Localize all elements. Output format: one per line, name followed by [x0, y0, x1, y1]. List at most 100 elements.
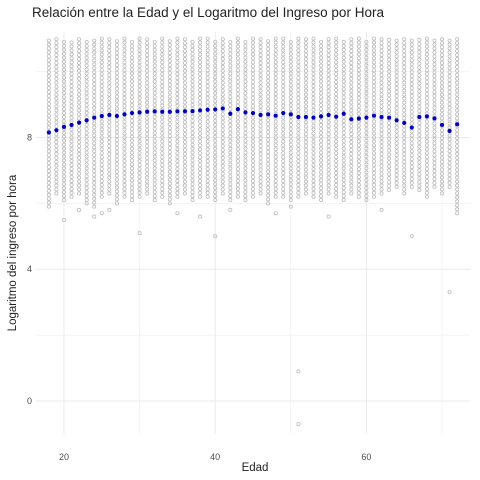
- observation-point: [228, 67, 233, 72]
- observation-point: [379, 136, 384, 141]
- observation-point: [167, 74, 172, 79]
- observation-point: [402, 151, 407, 156]
- observation-point: [402, 187, 407, 192]
- observation-point: [160, 60, 165, 65]
- observation-point: [387, 176, 392, 181]
- observation-point: [455, 116, 460, 121]
- observation-point: [92, 89, 97, 94]
- observation-point: [447, 97, 452, 102]
- observation-point: [54, 37, 59, 42]
- observation-point: [69, 76, 74, 81]
- observation-point: [319, 174, 324, 179]
- observation-point: [122, 56, 127, 61]
- observation-point: [447, 82, 452, 87]
- observation-point: [288, 162, 293, 167]
- observation-point: [107, 100, 112, 105]
- observation-point: [409, 176, 414, 181]
- observation-point: [341, 59, 346, 64]
- observation-point: [258, 57, 263, 62]
- observation-point: [311, 80, 316, 85]
- observation-point: [266, 66, 271, 71]
- observation-point: [311, 135, 316, 140]
- observation-point: [114, 94, 119, 99]
- observation-point: [84, 158, 89, 163]
- observation-point: [424, 171, 429, 176]
- observation-point: [273, 139, 278, 144]
- observation-point: [235, 171, 240, 176]
- observation-point: [69, 178, 74, 183]
- observation-point: [175, 190, 180, 195]
- observation-point: [213, 158, 218, 163]
- observation-point: [107, 60, 112, 65]
- observation-point: [220, 187, 225, 192]
- observation-point: [77, 155, 82, 160]
- observation-point: [213, 154, 218, 159]
- observation-point: [371, 56, 376, 61]
- observation-point: [447, 180, 452, 185]
- observation-point: [319, 154, 324, 159]
- observation-point: [349, 76, 354, 81]
- observation-point: [447, 113, 452, 118]
- observation-point: [220, 136, 225, 141]
- observation-point: [190, 79, 195, 84]
- observation-point: [99, 171, 104, 176]
- observation-point: [296, 147, 301, 152]
- observation-point: [447, 176, 452, 181]
- observation-point: [455, 159, 460, 164]
- observation-point: [190, 103, 195, 108]
- observation-point: [402, 49, 407, 54]
- observation-point: [303, 128, 308, 133]
- observation-point: [84, 51, 89, 56]
- observation-point: [152, 87, 157, 92]
- observation-point: [46, 78, 51, 83]
- observation-point: [69, 167, 74, 172]
- observation-point: [243, 59, 248, 64]
- observation-point: [387, 156, 392, 161]
- observation-point: [311, 155, 316, 160]
- observation-point: [319, 111, 324, 116]
- observation-point: [54, 167, 59, 172]
- observation-point: [152, 178, 157, 183]
- observation-point: [46, 180, 51, 185]
- observation-point: [167, 62, 172, 67]
- observation-point: [46, 62, 51, 67]
- observation-point: [250, 84, 255, 89]
- observation-point: [198, 123, 203, 128]
- observation-point: [99, 182, 104, 187]
- observation-point: [371, 147, 376, 152]
- observation-point: [303, 76, 308, 81]
- observation-point: [122, 143, 127, 148]
- observation-point: [447, 50, 452, 55]
- observation-point: [334, 36, 339, 41]
- observation-point: [341, 166, 346, 171]
- observation-point: [250, 87, 255, 92]
- observation-point: [228, 150, 233, 155]
- observation-point: [288, 75, 293, 80]
- observation-point: [228, 130, 233, 135]
- observation-point: [228, 99, 233, 104]
- observation-point: [205, 155, 210, 160]
- observation-point: [447, 105, 452, 110]
- observation-point: [371, 52, 376, 57]
- observation-point: [364, 190, 369, 195]
- observation-point: [114, 66, 119, 71]
- outlier-point: [273, 211, 278, 216]
- observation-point: [371, 143, 376, 148]
- observation-point: [409, 121, 414, 126]
- observation-point: [432, 42, 437, 47]
- observation-point: [198, 171, 203, 176]
- observation-point: [160, 127, 165, 132]
- mean-point: [145, 109, 150, 114]
- observation-point: [303, 147, 308, 152]
- observation-point: [213, 130, 218, 135]
- observation-point: [152, 174, 157, 179]
- observation-point: [54, 163, 59, 168]
- observation-point: [402, 64, 407, 69]
- observation-point: [243, 107, 248, 112]
- observation-point: [356, 64, 361, 69]
- observation-point: [417, 160, 422, 165]
- observation-point: [356, 147, 361, 152]
- mean-point: [258, 112, 263, 118]
- observation-point: [213, 55, 218, 60]
- observation-point: [334, 72, 339, 77]
